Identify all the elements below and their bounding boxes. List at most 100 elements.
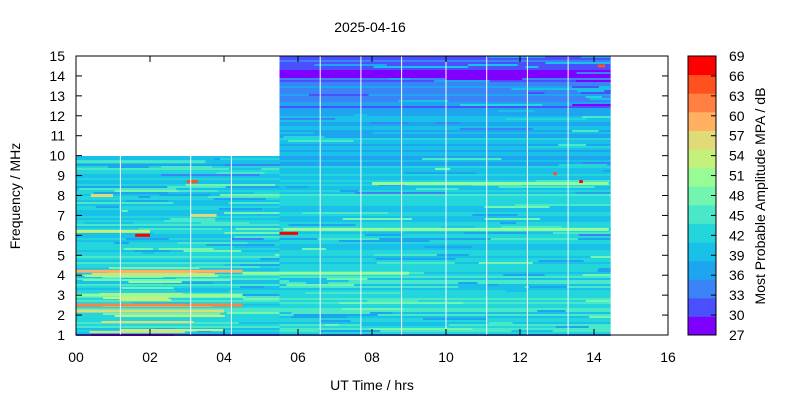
heatmap-warm-streak [114, 315, 225, 317]
heatmap-row [279, 244, 611, 246]
heatmap-row [279, 206, 611, 208]
heatmap-warm-streak [82, 279, 231, 281]
heatmap-row [279, 230, 611, 232]
heatmap-row [279, 154, 611, 156]
heatmap-streak [95, 206, 119, 208]
heatmap-row [279, 272, 611, 274]
colorbar-segment [688, 74, 716, 94]
heatmap-row [279, 82, 611, 84]
heatmap-row [279, 148, 611, 150]
heatmap-row [76, 178, 280, 180]
heatmap-row [279, 264, 611, 266]
heatmap-streak [398, 100, 449, 102]
heatmap-streak [572, 104, 611, 106]
heatmap-streak [505, 118, 588, 120]
heatmap-streak [219, 158, 280, 160]
heatmap-streak [113, 242, 129, 244]
heatmap-row [279, 292, 611, 294]
heatmap-streak [125, 238, 169, 240]
heatmap-streak [525, 194, 609, 196]
heatmap-streak [498, 186, 595, 188]
heatmap-warm-streak [119, 299, 172, 301]
heatmap-row [279, 238, 611, 240]
heatmap-streak [226, 312, 280, 314]
y-axis-label: Frequency / MHz [7, 143, 23, 250]
heatmap-row [279, 260, 611, 262]
heatmap-warm-streak [128, 281, 182, 283]
heatmap-streak [84, 222, 134, 224]
heatmap-row [279, 146, 611, 148]
heatmap-streak [263, 286, 280, 288]
heatmap-streak [326, 278, 368, 280]
heatmap-warm-streak [101, 321, 194, 323]
heatmap-row [279, 96, 611, 98]
heatmap-streak [170, 218, 216, 220]
heatmap-streak [444, 78, 523, 80]
heatmap-streak [239, 286, 269, 288]
heatmap-row [279, 266, 611, 268]
gap-lines [119, 56, 569, 335]
heatmap-row [76, 164, 280, 166]
heatmap-hot-line [372, 182, 609, 186]
heatmap-streak [318, 330, 381, 332]
heatmap-streak [422, 158, 502, 160]
heatmap-row [279, 284, 611, 286]
heatmap-streak [434, 80, 490, 82]
heatmap-streak [434, 168, 451, 170]
y-tick-label: 9 [57, 168, 65, 184]
x-tick-label: 00 [68, 349, 84, 365]
heatmap-row [279, 280, 611, 282]
heatmap-row [76, 236, 280, 238]
colorbar-tick-label: 36 [729, 267, 745, 283]
colorbar-tick-label: 27 [729, 327, 745, 343]
heatmap-streak [589, 316, 611, 318]
heatmap-streak [476, 74, 527, 76]
heatmap-row [279, 234, 611, 236]
heatmap-row [279, 232, 611, 234]
colorbar-segment [688, 93, 716, 113]
x-tick-label: 16 [660, 349, 676, 365]
heatmap-row [279, 202, 611, 204]
heatmap-streak [233, 246, 280, 248]
heatmap-row [279, 198, 611, 200]
colorbar-tick-label: 66 [729, 68, 745, 84]
heatmap-streak [224, 164, 270, 166]
heatmap-streak [201, 222, 250, 224]
heatmap-streak [502, 220, 555, 222]
colorbar-tick-label: 48 [729, 188, 745, 204]
heatmap-streak [131, 302, 150, 304]
heatmap-streak [314, 64, 387, 66]
heatmap-row [76, 258, 280, 260]
heatmap-streak [388, 78, 411, 80]
heatmap-row [279, 116, 611, 118]
heatmap-streak [196, 266, 260, 268]
heatmap-streak [604, 90, 611, 92]
heatmap-row [76, 300, 280, 302]
heatmap-row [76, 232, 280, 234]
heatmap-hot-line [76, 303, 243, 307]
heatmap-streak [135, 302, 190, 304]
heatmap-row [279, 170, 611, 172]
heatmap-streak [78, 188, 150, 190]
heatmap-row [279, 64, 611, 66]
heatmap-row [279, 322, 611, 324]
heatmap-streak [404, 172, 477, 174]
heatmap-row [279, 140, 611, 142]
heatmap-row [279, 304, 611, 306]
heatmap-row [76, 240, 280, 242]
heatmap-row [76, 244, 280, 246]
heatmap-row [279, 150, 611, 152]
heatmap-streak [336, 162, 376, 164]
heatmap-row [279, 290, 611, 292]
heatmap-row [76, 234, 280, 236]
heatmap-row [279, 210, 611, 212]
heatmap-streak [339, 302, 389, 304]
heatmap-streak [369, 328, 473, 330]
heatmap-row [279, 142, 611, 144]
heatmap-hot-line [76, 229, 150, 233]
x-tick-label: 12 [512, 349, 528, 365]
heatmap-streak [81, 232, 153, 234]
heatmap-row [279, 306, 611, 308]
heatmap-streak [158, 248, 214, 250]
